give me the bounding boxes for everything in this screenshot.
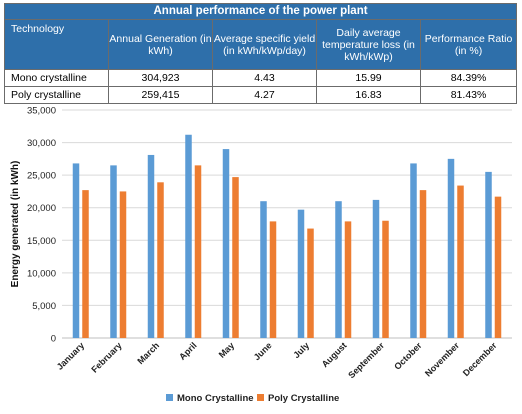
table-cell: 259,415 — [108, 86, 213, 104]
x-tick-label: August — [320, 340, 349, 369]
x-tick-label: June — [252, 340, 274, 362]
bar-poly-january — [82, 190, 89, 338]
legend-label: Poly Crystalline — [268, 393, 339, 404]
bar-poly-february — [119, 191, 127, 338]
x-tick-label: December — [461, 340, 499, 378]
bar-mono-september — [372, 199, 380, 338]
bar-mono-february — [110, 165, 117, 338]
bar-mono-june — [260, 201, 267, 338]
y-tick-label: 20,000 — [27, 203, 56, 214]
performance-table: Annual performance of the power plant Te… — [3, 3, 518, 104]
bar-mono-july — [297, 209, 305, 338]
bar-poly-september — [382, 220, 389, 338]
bar-mono-october — [410, 163, 417, 338]
y-axis-title: Energy generated (in kWh) — [10, 161, 21, 288]
bar-poly-november — [457, 185, 464, 338]
table-cell: 304,923 — [108, 69, 213, 87]
table-cell: 16.83 — [316, 86, 421, 104]
bar-poly-june — [269, 221, 277, 338]
table-row: Poly crystalline 259,415 4.27 16.83 81.4… — [4, 86, 518, 104]
x-tick-label: February — [89, 340, 123, 374]
bar-mono-april — [185, 134, 192, 338]
table-cell: 4.43 — [212, 69, 317, 87]
y-tick-label: 35,000 — [27, 106, 56, 117]
table-row: Mono crystalline 304,923 4.43 15.99 84.3… — [4, 69, 518, 87]
bar-mono-august — [335, 201, 342, 338]
x-tick-label: March — [135, 340, 161, 366]
legend-swatch — [257, 394, 264, 401]
bar-mono-november — [447, 158, 455, 338]
x-tick-label: September — [346, 340, 386, 380]
bar-mono-december — [485, 171, 492, 338]
table-cell: Mono crystalline — [4, 69, 109, 87]
bar-poly-july — [307, 228, 314, 338]
bar-poly-december — [494, 196, 502, 338]
x-tick-label: May — [217, 340, 236, 359]
x-tick-label: April — [177, 340, 199, 362]
header-performance-ratio: Performance Ratio (in %) — [419, 19, 518, 70]
bar-poly-april — [194, 165, 202, 338]
header-technology: Technology — [4, 19, 109, 70]
y-tick-label: 15,000 — [27, 236, 56, 247]
legend-label: Mono Crystalline — [177, 393, 254, 404]
x-tick-label: July — [291, 340, 311, 360]
monthly-energy-chart: 0 5,000 10,000 15,000 20,000 25,000 30,000 35,0… — [10, 106, 512, 404]
header-temperature-loss: Daily average temperature loss (in kWh/k… — [316, 19, 421, 70]
bar-poly-august — [344, 221, 352, 338]
x-tick-label: January — [55, 340, 86, 371]
y-tick-label: 5,000 — [32, 301, 56, 312]
y-tick-label: 30,000 — [27, 138, 56, 149]
bar-mono-march — [147, 154, 155, 338]
legend-swatch — [166, 394, 173, 401]
table-title: Annual performance of the power plant — [3, 3, 518, 20]
table-cell: 84.39% — [419, 69, 518, 87]
table-cell: 4.27 — [212, 86, 317, 104]
y-tick-label: 10,000 — [27, 268, 56, 279]
header-annual-generation: Annual Generation (in kWh) — [108, 19, 213, 70]
header-specific-yield: Average specific yield (in kWh/kWp/day) — [212, 19, 317, 70]
bar-poly-october — [419, 190, 427, 338]
bar-poly-march — [157, 182, 164, 338]
table-cell: 81.43% — [419, 86, 518, 104]
y-tick-label: 25,000 — [27, 171, 56, 182]
x-tick-label: November — [423, 340, 462, 379]
bar-mono-may — [222, 149, 230, 338]
y-tick-label: 0 — [51, 334, 56, 345]
bar-poly-may — [232, 177, 239, 338]
bar-mono-january — [72, 163, 80, 338]
table-cell: Poly crystalline — [4, 86, 109, 104]
table-cell: 15.99 — [316, 69, 421, 87]
x-tick-label: October — [392, 340, 424, 372]
